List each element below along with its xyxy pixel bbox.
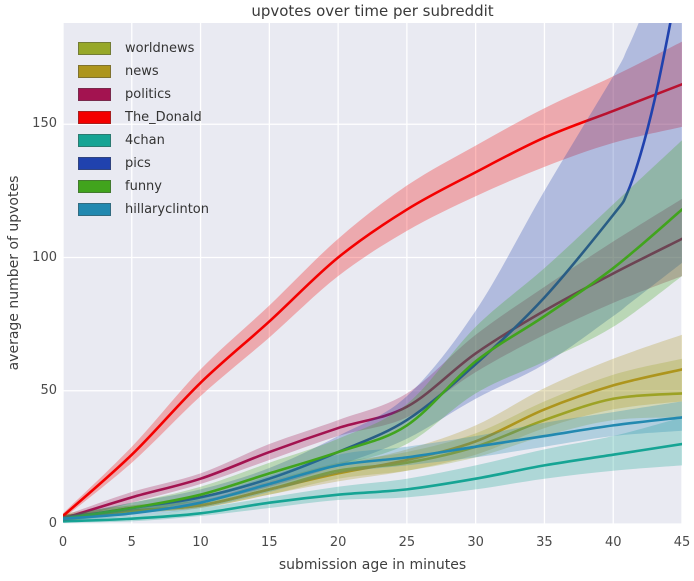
plot-svg (63, 23, 682, 524)
x-tick-label: 35 (536, 535, 553, 550)
x-tick-label: 15 (261, 535, 278, 550)
band-pics (63, 23, 682, 522)
line-The_Donald (63, 82, 682, 518)
legend-item-politics: politics (78, 83, 209, 106)
legend-swatch-hillaryclinton (78, 203, 111, 216)
legend-label: hillaryclinton (125, 202, 209, 217)
legend-item-worldnews: worldnews (78, 37, 209, 60)
legend-item-pics: pics (78, 152, 209, 175)
band-worldnews (63, 358, 682, 519)
y-tick-label: 150 (32, 116, 57, 132)
x-tick-label: 20 (329, 535, 347, 550)
y-tick-label: 50 (40, 382, 57, 398)
line-hillaryclinton (63, 416, 682, 520)
legend-label: news (125, 64, 159, 79)
legend-swatch-worldnews (78, 42, 111, 55)
band-funny (63, 140, 682, 522)
legend-swatch-pics (78, 157, 111, 170)
legend-item-funny: funny (78, 175, 209, 198)
band-4chan (63, 417, 682, 523)
legend-label: worldnews (125, 41, 195, 56)
legend-swatch-funny (78, 180, 111, 193)
legend-label: politics (125, 87, 172, 102)
x-tick-label: 40 (604, 535, 622, 550)
legend-label: funny (125, 179, 162, 194)
x-tick-label: 0 (58, 535, 68, 550)
y-tick-label: 0 (48, 516, 57, 531)
legend-label: The_Donald (125, 110, 202, 125)
legend: worldnews news politics The_Donald 4chan pics… (78, 37, 209, 221)
x-tick-label: 25 (398, 535, 416, 550)
x-axis-label: submission age in minutes (278, 557, 467, 573)
legend-label: 4chan (125, 133, 165, 148)
legend-swatch-news (78, 65, 111, 78)
legend-item-4chan: 4chan (78, 129, 209, 152)
x-tick-label: 45 (673, 535, 691, 550)
legend-label: pics (125, 156, 151, 171)
legend-item-The_Donald: The_Donald (78, 106, 209, 129)
band-The_Donald (63, 41, 682, 519)
chart-title: upvotes over time per subreddit (251, 2, 494, 20)
line-4chan (63, 442, 682, 523)
x-tick-label: 30 (467, 535, 484, 550)
legend-item-hillaryclinton: hillaryclinton (78, 198, 209, 221)
plot-area (63, 23, 682, 524)
legend-swatch-The_Donald (78, 111, 111, 124)
legend-swatch-4chan (78, 134, 111, 147)
legend-swatch-politics (78, 88, 111, 101)
legend-item-news: news (78, 60, 209, 83)
x-tick-label: 5 (127, 535, 136, 550)
line-funny (63, 208, 682, 520)
series-group (63, 23, 682, 523)
y-axis-label: average number of upvotes (6, 175, 22, 371)
x-tick-label: 10 (192, 535, 209, 550)
line-pics (63, 23, 672, 520)
y-tick-label: 100 (32, 249, 57, 265)
